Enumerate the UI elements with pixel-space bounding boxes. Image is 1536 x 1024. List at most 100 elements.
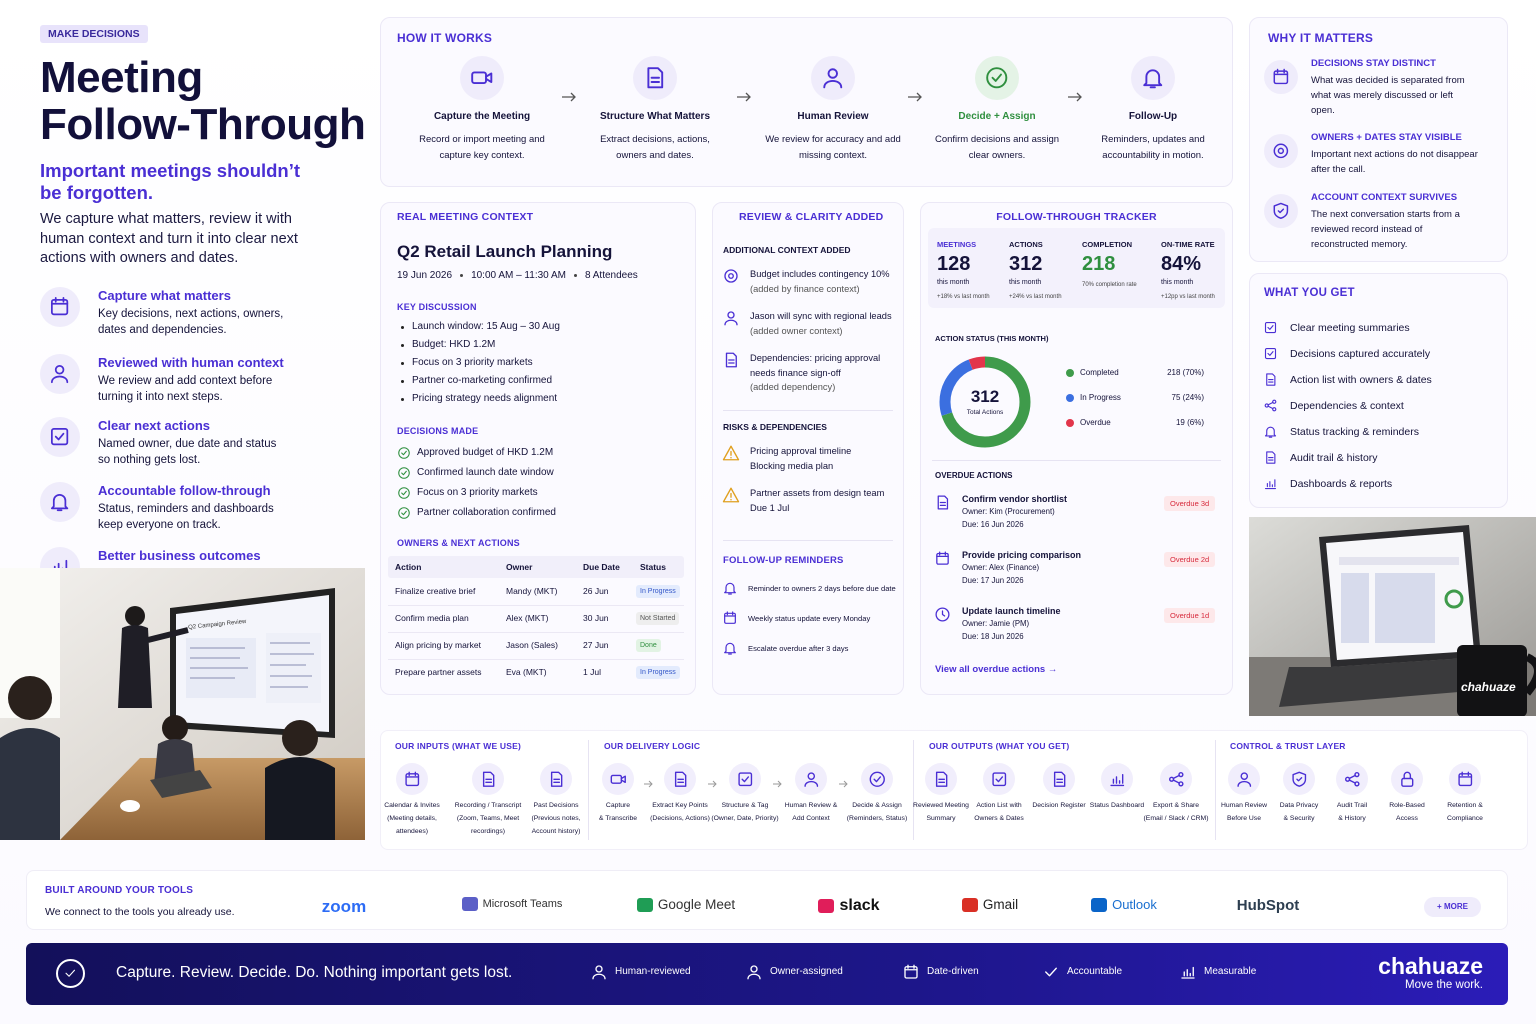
icon-shape	[51, 428, 69, 446]
overdue-link[interactable]: View all overdue actions →	[935, 664, 1058, 675]
icon	[472, 763, 504, 795]
delivery-label: Human Review	[1220, 802, 1268, 809]
why-title: ACCOUNT CONTEXT SURVIVES	[1311, 192, 1458, 203]
icon-shape	[1339, 557, 1459, 565]
icon-shape	[398, 507, 410, 519]
icon-shape	[51, 299, 69, 316]
reminder-item: Reminder to owners 2 days before due dat…	[748, 584, 896, 593]
meeting-name: Q2 Retail Launch Planning	[397, 242, 613, 261]
icon-shape	[162, 715, 188, 741]
icon-shape	[1181, 966, 1195, 979]
icon-shape	[1272, 407, 1277, 412]
section-title: BUILT AROUND YOUR TOOLS	[45, 885, 194, 896]
hero-subtitle: Important meetings shouldn’t be forgotte…	[40, 160, 301, 203]
icon-shape	[722, 487, 740, 503]
subsection-title: KEY DISCUSSION	[397, 302, 477, 312]
icon-shape	[1264, 426, 1277, 438]
flow-arrow	[839, 775, 849, 788]
section-title: WHY IT MATTERS	[1268, 31, 1374, 45]
stat-label: ACTIONS	[1009, 240, 1043, 249]
delivery-label: Data Privacy	[1279, 802, 1319, 809]
icon	[1043, 763, 1075, 795]
check-icon	[397, 466, 411, 480]
reminder-item: Escalate overdue after 3 days	[748, 644, 849, 653]
icon-shape	[1272, 399, 1277, 404]
meeting-photo	[0, 568, 365, 840]
feature-text: Named owner, due date and status so noth…	[98, 438, 277, 466]
icon	[745, 963, 763, 981]
discussion-item: Launch window: 15 Aug – 30 Aug	[412, 321, 560, 332]
icon-shape	[992, 772, 1006, 786]
icon-shape	[405, 771, 419, 786]
table-header: Status	[640, 562, 666, 572]
legend-value: 19 (6%)	[1175, 418, 1204, 427]
context-item: Dependencies: pricing approval needs fin…	[750, 351, 898, 395]
icon	[1263, 476, 1278, 491]
icon-shape	[839, 780, 848, 788]
overdue-owner: Owner: Alex (Finance)	[962, 563, 1040, 572]
flow-arrow	[773, 775, 783, 788]
icon-shape	[1457, 645, 1527, 716]
subsection-title: FOLLOW-UP REMINDERS	[723, 555, 844, 566]
icon-shape	[869, 771, 885, 787]
icon-shape	[610, 774, 626, 784]
icon-shape	[1341, 573, 1435, 643]
icon-shape	[398, 467, 410, 479]
delivery-label: Action List with	[976, 802, 1022, 809]
brand: chahuaze	[1378, 953, 1483, 979]
icon-shape	[935, 771, 948, 787]
donut-total-label: Total Actions	[966, 409, 1004, 416]
more-button[interactable]: + MORE	[1424, 897, 1481, 917]
step-arrow	[907, 90, 923, 102]
stat-sub: this month	[1009, 279, 1042, 286]
context-item: Budget includes contingency 10% (added by…	[750, 267, 898, 296]
stat-label: COMPLETION	[1082, 240, 1132, 249]
table-cell: Confirm media plan	[395, 613, 469, 623]
icon	[722, 580, 738, 596]
overdue-due: Due: 18 Jun 2026	[962, 632, 1024, 641]
footer-value: Date-driven	[927, 966, 979, 977]
icon-shape	[747, 973, 761, 980]
icon-shape	[398, 447, 410, 459]
check-icon	[397, 446, 411, 460]
icon-shape	[1264, 479, 1277, 490]
step-title: Decide + Assign	[958, 111, 1036, 122]
delivery-label: & Transcribe	[598, 815, 638, 822]
icon	[722, 640, 738, 656]
overdue-badge: Overdue 3d	[1164, 496, 1216, 511]
icon-shape	[737, 92, 751, 102]
hero-title: Meeting	[40, 53, 203, 102]
icon-shape	[0, 728, 60, 840]
icon-shape	[8, 676, 52, 720]
icon-shape	[401, 470, 407, 476]
icon-shape	[1273, 143, 1289, 159]
section-title: REAL MEETING CONTEXT	[397, 211, 534, 223]
icon	[396, 763, 428, 795]
stat-change: +24% vs last month	[1009, 294, 1062, 300]
icon-shape	[485, 72, 493, 84]
icon-shape	[724, 269, 738, 283]
footer-value: Measurable	[1204, 966, 1257, 977]
benefit-item: Status tracking & reminders	[1290, 426, 1419, 438]
tool-name: Outlook	[1112, 897, 1157, 912]
icon-shape	[1458, 771, 1472, 778]
delivery-label: & Security	[1283, 815, 1315, 822]
icon-shape	[1249, 517, 1536, 716]
overdue-title: Update launch timeline	[962, 606, 1061, 616]
divider	[723, 410, 893, 411]
delivery-label: Extract Key Points	[652, 802, 708, 809]
icon	[602, 763, 634, 795]
icon-shape	[266, 633, 321, 703]
icon-shape	[1266, 451, 1276, 464]
feature-title: Capture what matters	[98, 288, 231, 303]
stat-sub: this month	[1161, 279, 1194, 286]
icon	[1263, 320, 1278, 335]
flow-arrow	[707, 775, 718, 788]
stat-label: ON-TIME RATE	[1161, 240, 1215, 249]
laptop-photo	[1249, 517, 1536, 716]
delivery-label: attendees)	[395, 828, 429, 835]
icon-shape	[190, 642, 314, 688]
donut-total: 312	[970, 387, 1000, 406]
icon-shape	[724, 611, 736, 624]
section-title: CONTROL & TRUST LAYER	[1230, 741, 1346, 751]
